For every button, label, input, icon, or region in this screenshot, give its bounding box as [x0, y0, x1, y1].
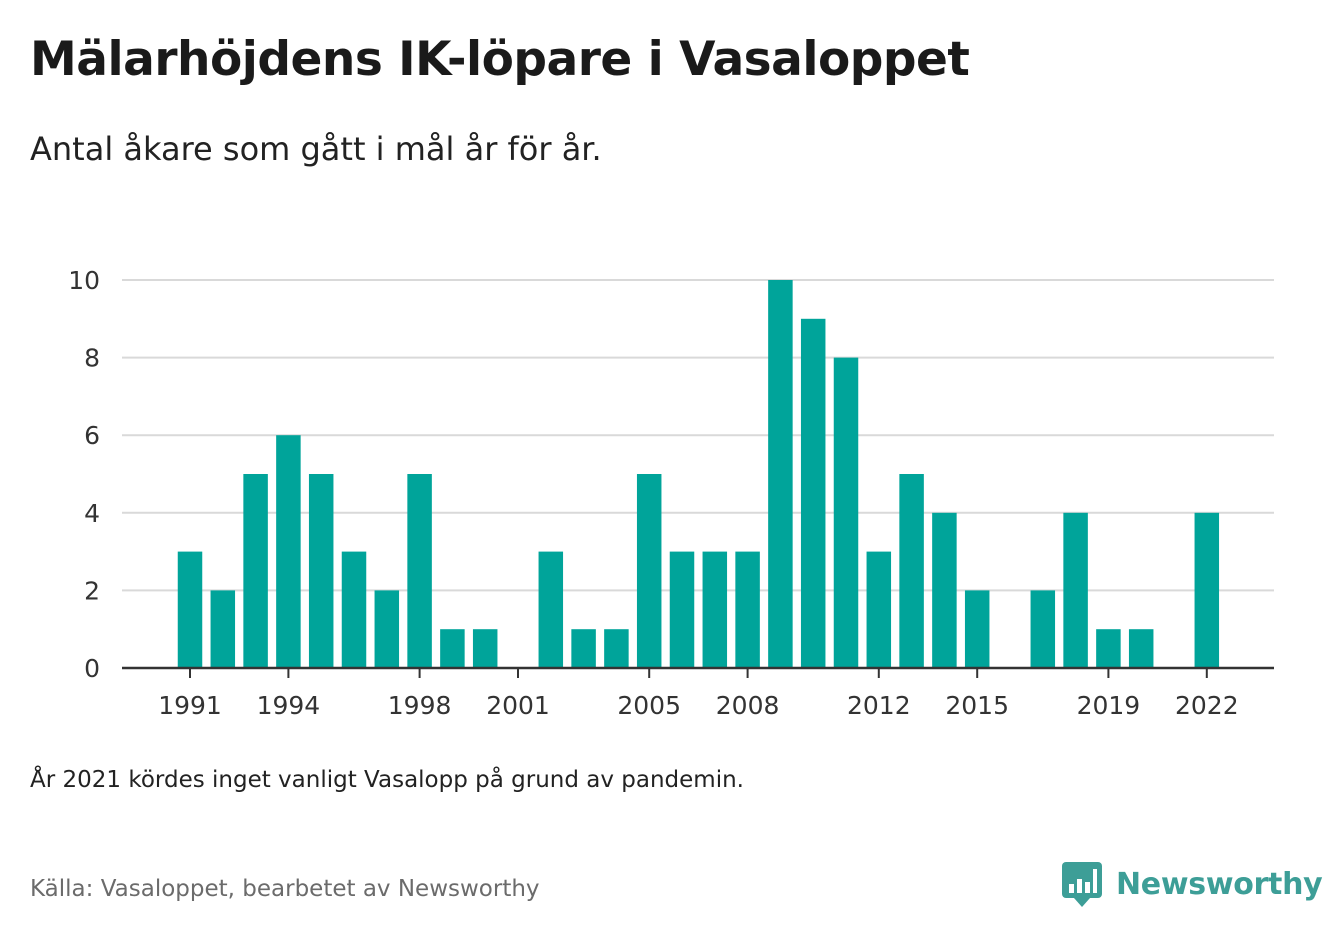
- bar-1991[interactable]: 1991: 3: [177, 551, 203, 668]
- bar-1999[interactable]: 1999: 1: [440, 629, 465, 668]
- bar-2007[interactable]: 2007: 3: [702, 551, 728, 668]
- bar-1992[interactable]: 1992: 2: [210, 590, 236, 668]
- bar-2008[interactable]: 2008: 3: [735, 551, 760, 668]
- x-tick-label: 2005: [617, 691, 681, 720]
- bar-2010[interactable]: 2010: 9: [800, 318, 826, 668]
- x-tick-label: 2001: [486, 691, 550, 720]
- bar-2019[interactable]: 2019: 1: [1096, 629, 1121, 668]
- bar-2004[interactable]: 2004: 1: [604, 629, 629, 668]
- chart-title: Mälarhöjdens IK-löpare i Vasaloppet: [30, 32, 970, 87]
- bar-2012[interactable]: 2012: 3: [866, 551, 892, 668]
- y-tick-label: 10: [68, 266, 100, 295]
- bar-1993[interactable]: 1993: 5: [243, 474, 268, 668]
- x-tick-label: 1994: [257, 691, 321, 720]
- bars: 1991: 3 1992: 2 1993: 5 1994: 6 1995: 5 1996:…: [177, 280, 1220, 668]
- bar-1997[interactable]: 1997: 2: [374, 590, 400, 668]
- y-tick-label: 2: [84, 576, 100, 605]
- x-tick-label: 2019: [1077, 691, 1141, 720]
- bar-2020[interactable]: 2020: 1: [1128, 629, 1154, 668]
- chart-note: År 2021 kördes inget vanligt Vasalopp på…: [30, 767, 744, 793]
- x-tick-label: 2022: [1175, 691, 1239, 720]
- bar-2018[interactable]: 2018: 4: [1063, 512, 1088, 668]
- y-tick-label: 0: [84, 654, 100, 683]
- bar-2006[interactable]: 2006: 3: [669, 551, 695, 668]
- bar-2022[interactable]: 2022: 4: [1194, 512, 1220, 668]
- x-axis-labels: 1991 1994 1998 2001 2005 2008 2012 2015 2019 2022: [158, 691, 1238, 720]
- bar-2017[interactable]: 2017: 2: [1030, 590, 1056, 668]
- bar-2002[interactable]: 2002: 3: [538, 551, 564, 668]
- brand-name: Newsworthy: [1116, 866, 1323, 902]
- bar-2000[interactable]: 2000: 1: [472, 629, 498, 668]
- bar-2015[interactable]: 2015: 2: [964, 590, 990, 668]
- x-axis: [122, 666, 1274, 678]
- x-tick-label: 2012: [847, 691, 911, 720]
- newsworthy-logo-icon: [1062, 862, 1102, 907]
- bar-1994[interactable]: 1994: 6: [276, 435, 301, 668]
- x-tick-label: 2008: [716, 691, 780, 720]
- x-tick-label: 2015: [945, 691, 1009, 720]
- bar-1996[interactable]: 1996: 3: [341, 551, 367, 668]
- bar-2003[interactable]: 2003: 1: [571, 629, 596, 668]
- x-tick-label: 1998: [388, 691, 452, 720]
- y-axis-labels: 0 2 4 6 8 10: [68, 266, 100, 683]
- bar-1995[interactable]: 1995: 5: [308, 474, 334, 668]
- bar-2009[interactable]: 2009: 10: [768, 280, 793, 668]
- y-tick-label: 8: [84, 344, 100, 373]
- bar-2014[interactable]: 2014: 4: [932, 512, 957, 668]
- bar-2011[interactable]: 2011: 8: [833, 357, 859, 668]
- bar-2005[interactable]: 2005: 5: [636, 474, 662, 668]
- bar-2013[interactable]: 2013: 5: [899, 474, 924, 668]
- x-tick-label: 1991: [158, 691, 222, 720]
- chart-subtitle: Antal åkare som gått i mål år för år.: [30, 130, 602, 168]
- y-tick-label: 4: [84, 499, 100, 528]
- brand-logo[interactable]: Newsworthy: [1062, 860, 1323, 908]
- bar-1998[interactable]: 1998: 5: [407, 474, 432, 668]
- source-credit: Källa: Vasaloppet, bearbetet av Newswort…: [30, 876, 540, 902]
- y-tick-label: 6: [84, 421, 100, 450]
